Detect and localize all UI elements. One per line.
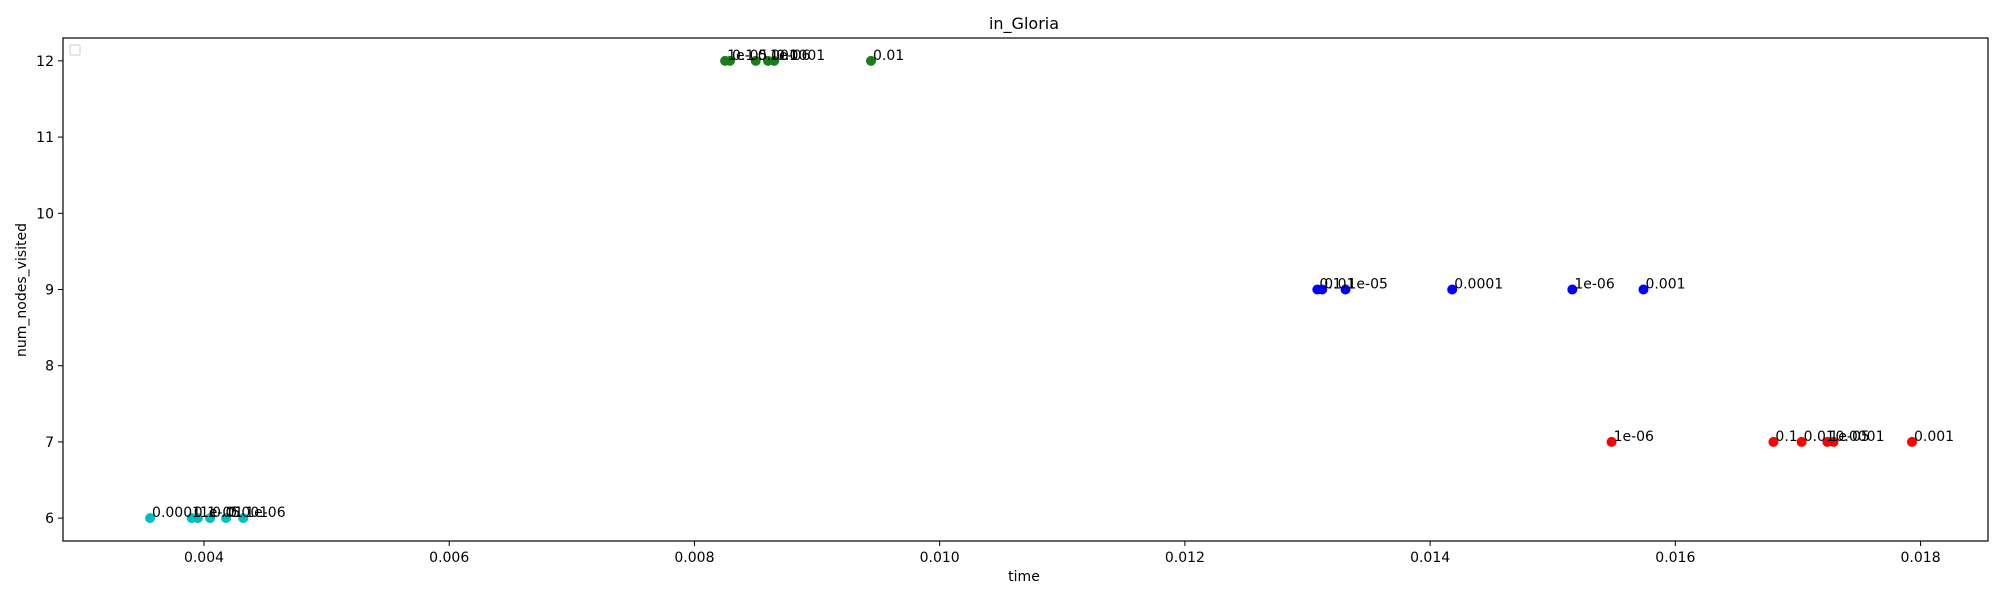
- data-point-label: 0.01: [873, 48, 904, 64]
- y-axis-label: num_nodes_visited: [14, 223, 30, 357]
- y-tick-label: 7: [45, 435, 54, 451]
- x-tick-label: 0.012: [1165, 550, 1205, 566]
- data-point: [1906, 436, 1917, 447]
- data-point-label: 1e-05: [727, 48, 767, 64]
- y-tick-label: 8: [45, 359, 54, 375]
- data-point: [866, 55, 877, 66]
- data-point-label: 1e-06: [770, 48, 810, 64]
- data-point-label: 0.01: [212, 505, 243, 521]
- data-point: [192, 513, 203, 524]
- x-tick-label: 0.006: [429, 550, 469, 566]
- plot-area-frame: [62, 37, 1989, 542]
- y-tick-label: 12: [36, 54, 54, 70]
- data-point-label: 1e-05: [1829, 429, 1869, 445]
- y-tick-label: 10: [36, 206, 54, 222]
- data-point-label: 1e-06: [245, 505, 285, 521]
- data-point: [1606, 436, 1617, 447]
- data-point: [750, 55, 761, 66]
- x-tick-label: 0.018: [1901, 550, 1941, 566]
- data-point: [1317, 284, 1328, 295]
- y-tick-label: 11: [36, 130, 54, 146]
- data-point-label: 0.01: [1804, 429, 1835, 445]
- data-point: [145, 513, 156, 524]
- data-point-label: 0.001: [1914, 429, 1954, 445]
- data-point: [1828, 436, 1839, 447]
- data-point: [238, 513, 249, 524]
- data-point: [1796, 436, 1807, 447]
- data-point-label: 0.0001: [1454, 277, 1503, 293]
- data-point-label: 0.0001: [152, 505, 201, 521]
- data-point-label: 1e-05: [200, 505, 240, 521]
- x-axis-label: time: [1008, 569, 1040, 585]
- chart-title: in_Gloria: [989, 14, 1059, 34]
- data-point-label: 0.1: [194, 505, 216, 521]
- data-point-label: 1e-06: [1614, 429, 1654, 445]
- y-tick-label: 9: [45, 283, 54, 299]
- y-axis-ticks: 6 7 8 9 10 11 12: [36, 54, 63, 527]
- data-point-label: 1e-05: [1348, 277, 1388, 293]
- data-point-label: 0.1: [1319, 277, 1341, 293]
- x-tick-label: 0.010: [920, 550, 960, 566]
- x-tick-label: 0.004: [184, 550, 224, 566]
- data-point: [1638, 284, 1649, 295]
- x-axis-ticks: 0.004 0.006 0.008 0.010 0.012 0.014 0.016 0.018: [184, 541, 1941, 566]
- data-point-label: 0.01: [1324, 277, 1355, 293]
- data-point: [725, 55, 736, 66]
- data-point: [1567, 284, 1578, 295]
- x-tick-label: 0.014: [1410, 550, 1450, 566]
- data-point: [1340, 284, 1351, 295]
- data-point-label: 0.0001: [1836, 429, 1885, 445]
- data-point-label: 0.001: [758, 48, 798, 64]
- data-point: [205, 513, 216, 524]
- data-point-label: 0.001: [228, 505, 268, 521]
- data-point: [1768, 436, 1779, 447]
- data-point-label: 0.1: [1775, 429, 1797, 445]
- data-point-label: 1e-06: [1574, 277, 1614, 293]
- data-point-label: 0.001: [1645, 277, 1685, 293]
- legend-box: [69, 44, 81, 56]
- data-point-label: 0.0001: [776, 48, 825, 64]
- data-point-label: 0.1: [732, 48, 754, 64]
- data-point: [769, 55, 780, 66]
- y-tick-label: 6: [45, 511, 54, 527]
- x-tick-label: 0.016: [1655, 550, 1695, 566]
- data-point: [221, 513, 232, 524]
- data-points: [145, 55, 1917, 524]
- data-point: [1447, 284, 1458, 295]
- x-tick-label: 0.008: [674, 550, 714, 566]
